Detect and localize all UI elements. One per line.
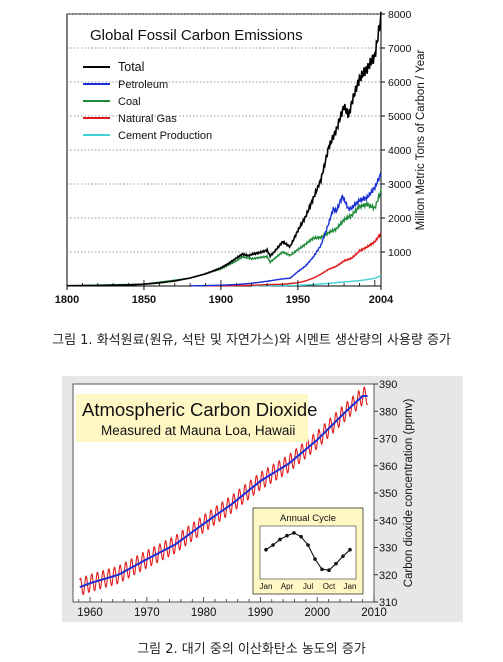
axis-ticks: 310 320 330 340 350 360 370 380 390 1960 1970 1980 1… bbox=[77, 379, 397, 619]
series-line-cement-production bbox=[251, 275, 382, 287]
legend-label: Natural Gas bbox=[118, 113, 177, 125]
title-box bbox=[76, 394, 308, 442]
y-tick-label: 390 bbox=[379, 379, 397, 391]
chart-title: Global Fossil Carbon Emissions bbox=[90, 27, 303, 44]
legend: Total Petroleum Coal Natural Gas Cement Prod… bbox=[83, 60, 212, 142]
inset-x-tick-label: Apr bbox=[281, 582, 294, 591]
inset-x-tick-label: Oct bbox=[323, 582, 336, 591]
figure2-caption: 그림 2. 대기 중의 이산화탄소 농도의 증가 bbox=[137, 642, 366, 657]
series-line-natural-gas bbox=[205, 232, 382, 287]
series-line-petroleum bbox=[190, 171, 382, 287]
y-tick-label: 5000 bbox=[388, 111, 412, 123]
y-tick-label: 4000 bbox=[388, 145, 412, 157]
y-tick-label: 1000 bbox=[388, 247, 412, 259]
series-lines bbox=[66, 11, 382, 287]
y-tick-label: 350 bbox=[379, 488, 397, 500]
x-tick-label: 1980 bbox=[191, 607, 217, 619]
inset-line bbox=[265, 532, 351, 571]
y-tick-label: 320 bbox=[379, 570, 397, 582]
fossil-emissions-chart: 1000 2000 3000 4000 5000 6000 7000 8000 1800 1850… bbox=[55, 9, 427, 306]
y-axis-label: Million Metric Tons of Carbon / Year bbox=[415, 49, 427, 230]
inset-plot-area bbox=[259, 525, 357, 580]
inset-point bbox=[334, 561, 338, 566]
inset-point bbox=[292, 531, 296, 535]
inset-point bbox=[264, 547, 268, 552]
inset-point bbox=[299, 534, 303, 539]
inset-point bbox=[306, 543, 310, 547]
chart-title: Atmospheric Carbon Dioxide bbox=[82, 399, 317, 420]
legend-label: Total bbox=[118, 60, 144, 74]
series-lines bbox=[79, 386, 369, 596]
legend-label: Coal bbox=[118, 96, 141, 108]
x-tick-label: 1960 bbox=[77, 607, 103, 619]
y-tick-label: 360 bbox=[379, 461, 397, 473]
x-tick-label: 2010 bbox=[361, 607, 387, 619]
annual-cycle-inset: Annual Cycle Jan Apr Jul Oct Jan bbox=[252, 507, 364, 595]
y-tick-label: 2000 bbox=[388, 213, 412, 225]
axis-ticks: 1000 2000 3000 4000 5000 6000 7000 8000 1800 1850… bbox=[55, 9, 412, 306]
x-tick-label: 1990 bbox=[248, 607, 274, 619]
inset-point bbox=[278, 537, 282, 542]
plot-area bbox=[72, 383, 375, 603]
chart-subtitle: Measured at Mauna Loa, Hawaii bbox=[101, 423, 295, 438]
x-tick-label: 1800 bbox=[55, 294, 79, 306]
inset-point bbox=[341, 554, 345, 559]
chart-frame bbox=[62, 376, 463, 622]
y-tick-label: 370 bbox=[379, 434, 397, 446]
inset-x-tick-label: Jul bbox=[303, 582, 313, 591]
y-tick-label: 340 bbox=[379, 515, 397, 527]
inset-point bbox=[271, 543, 275, 547]
figure1-caption: 그림 1. 화석원료(원유, 석탄 및 자연가스)와 시멘트 생산량의 사용량 … bbox=[52, 333, 451, 348]
series-line-monthly bbox=[79, 386, 369, 596]
y-tick-label: 380 bbox=[379, 406, 397, 418]
y-tick-label: 7000 bbox=[388, 43, 412, 55]
inset-title: Annual Cycle bbox=[280, 513, 336, 524]
y-tick-label: 3000 bbox=[388, 179, 412, 191]
inset-point bbox=[285, 533, 289, 538]
series-line-total bbox=[66, 11, 382, 287]
series-line-trend bbox=[79, 394, 368, 589]
inset-point bbox=[327, 568, 331, 573]
x-tick-label: 1850 bbox=[132, 294, 156, 306]
y-tick-label: 330 bbox=[379, 543, 397, 555]
plot-area bbox=[66, 13, 382, 287]
inset-point bbox=[320, 567, 324, 572]
y-tick-label: 310 bbox=[379, 597, 397, 609]
x-tick-label: 1900 bbox=[209, 294, 233, 306]
y-axis-label: Carbon dioxide concentration (ppmv) bbox=[403, 399, 415, 588]
inset-x-tick-label: Jan bbox=[344, 582, 357, 591]
legend-label: Cement Production bbox=[118, 130, 212, 142]
x-tick-label: 2000 bbox=[304, 607, 330, 619]
x-tick-label: 2004 bbox=[369, 294, 394, 306]
y-tick-label: 8000 bbox=[388, 9, 412, 21]
inset-box bbox=[252, 507, 364, 595]
legend-label: Petroleum bbox=[118, 79, 168, 91]
x-tick-label: 1970 bbox=[134, 607, 160, 619]
inset-point bbox=[313, 557, 317, 561]
x-tick-label: 1950 bbox=[286, 294, 310, 306]
inset-point bbox=[348, 547, 352, 552]
inset-x-tick-label: Jan bbox=[260, 582, 273, 591]
y-tick-label: 6000 bbox=[388, 77, 412, 89]
